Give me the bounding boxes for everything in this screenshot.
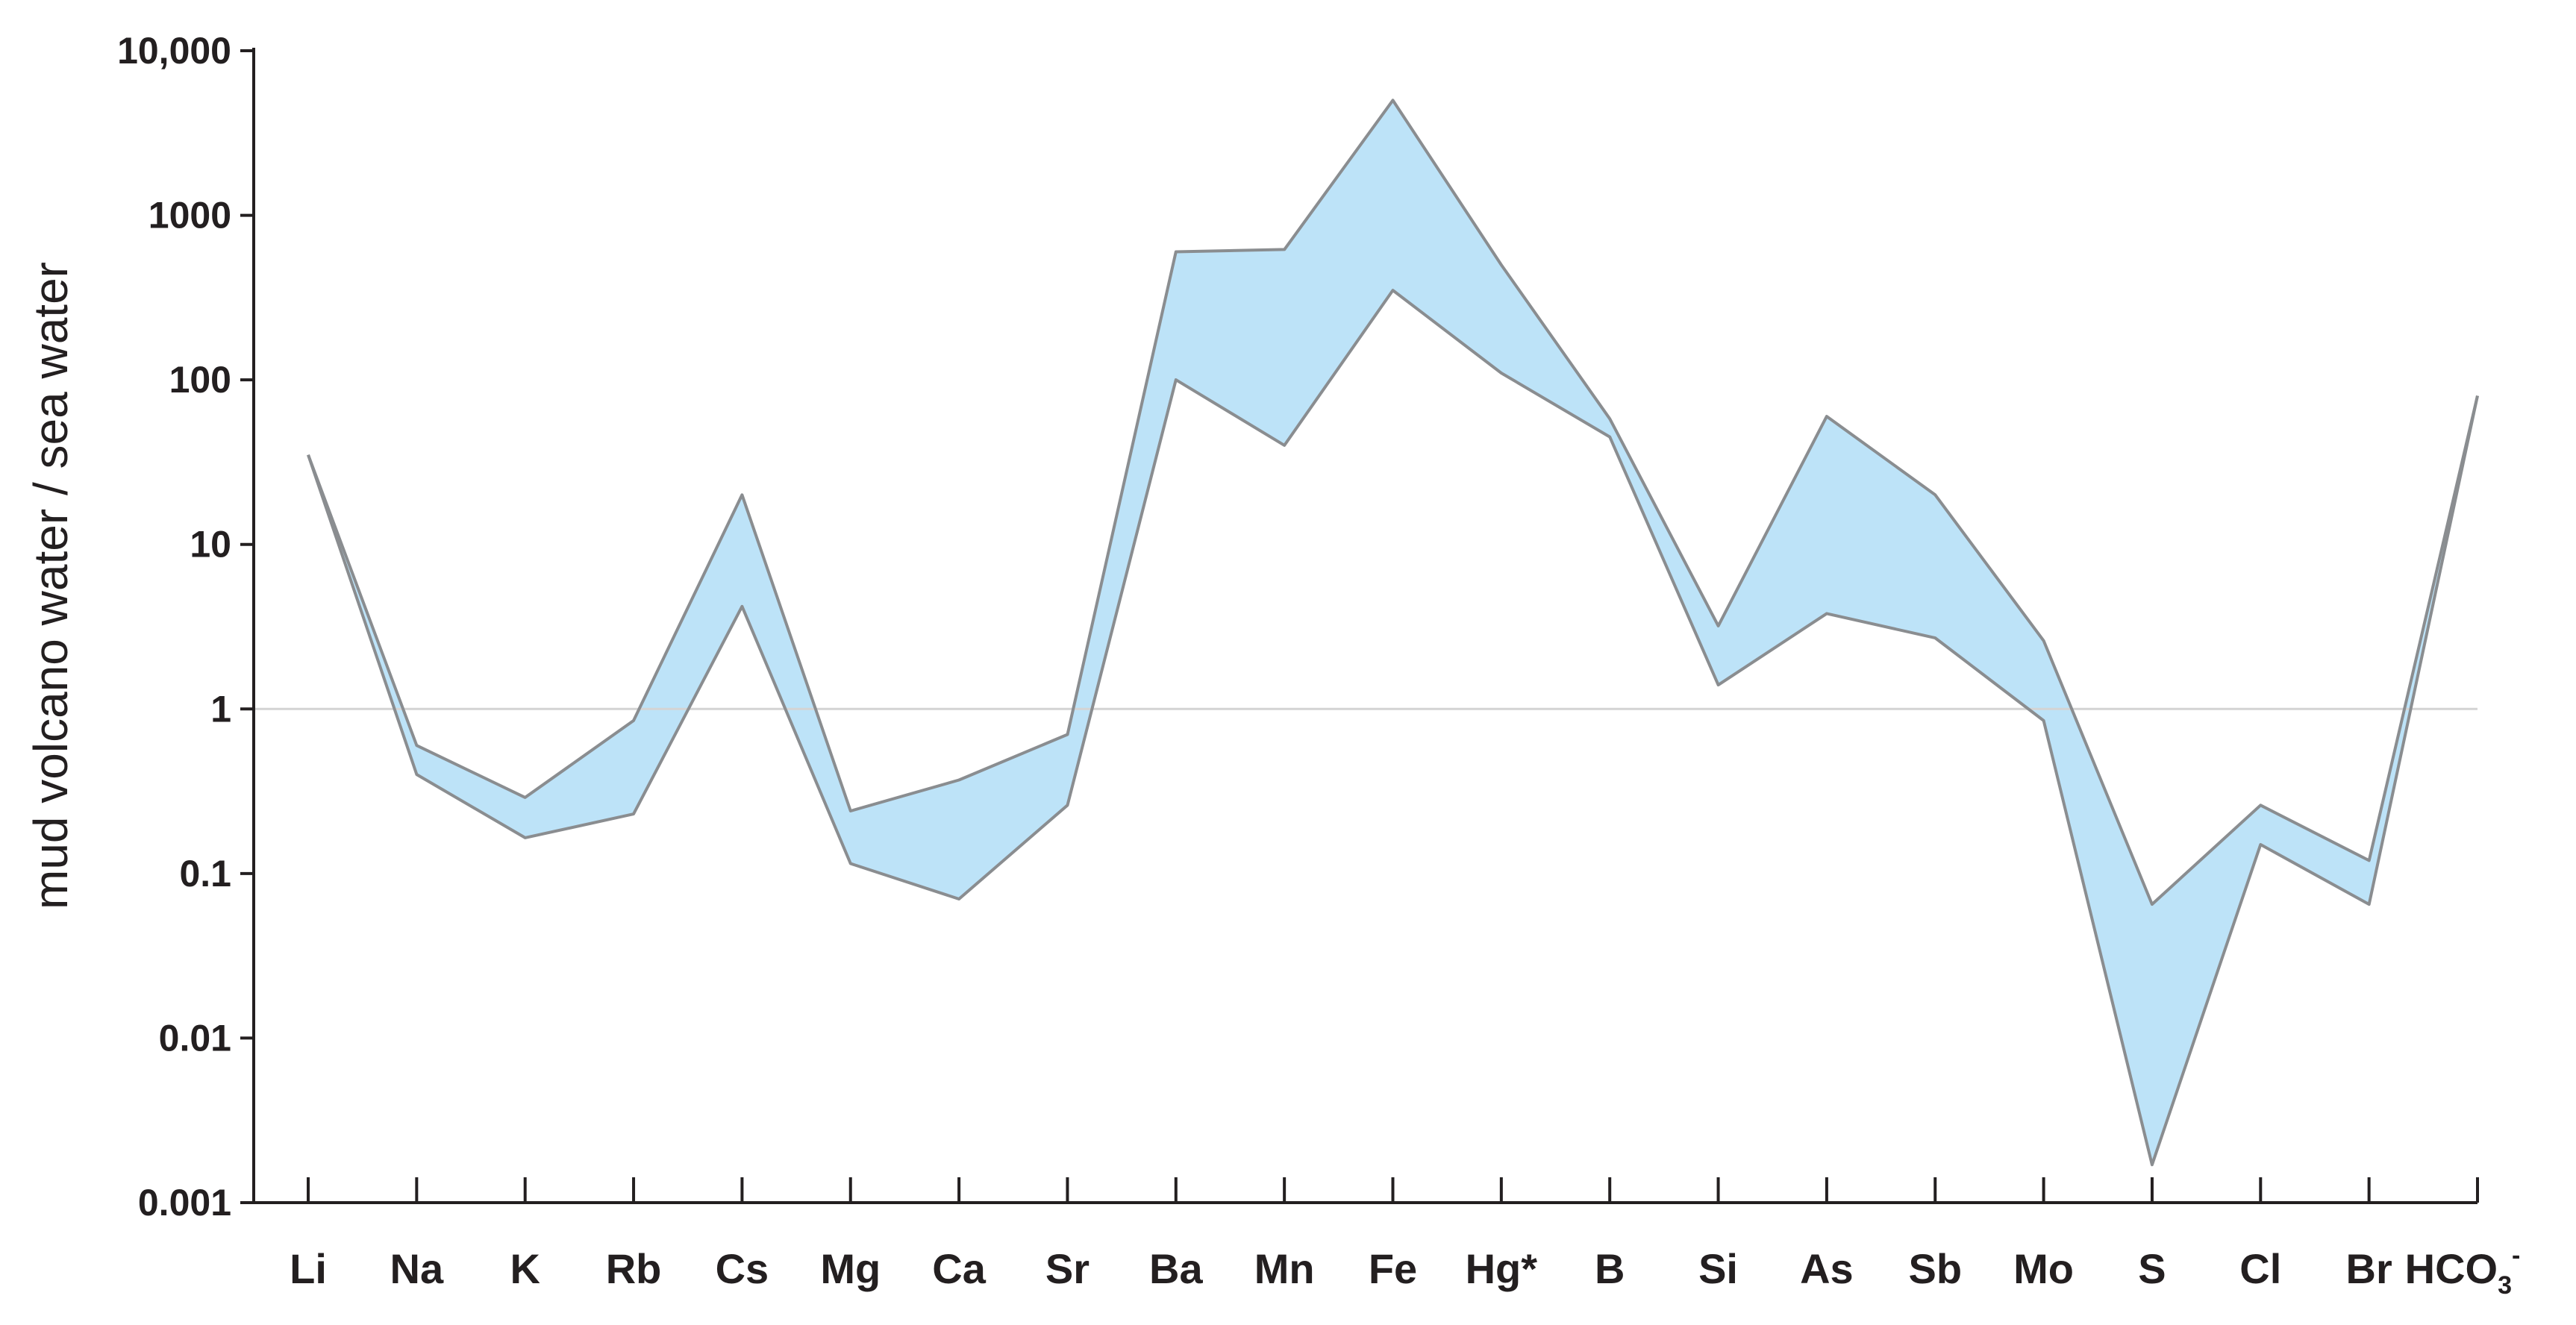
x-ticks: Li Na K Rb Cs Mg Ca Sr Ba Mn Fe Hg* B Si As Sb Mo S Cl Br HC…	[290, 1177, 2520, 1300]
y-axis-label: mud volcano water / sea water	[24, 262, 78, 909]
x-tick-label: Cs	[716, 1245, 769, 1292]
x-tick-label: Mo	[2013, 1245, 2074, 1292]
x-tick-label: Mn	[1254, 1245, 1315, 1292]
x-tick-label: Na	[390, 1245, 444, 1292]
x-tick-label: K	[510, 1245, 540, 1292]
range-band-area	[308, 100, 2477, 1165]
y-tick-label: 1	[210, 688, 231, 730]
y-tick-label: 0.01	[159, 1017, 231, 1059]
y-tick-label: 1000	[149, 195, 231, 237]
x-tick-label: Sb	[1908, 1245, 1962, 1292]
series-lower-line	[307, 289, 2479, 1167]
x-tick-label: Sr	[1045, 1245, 1090, 1292]
x-tick-label: Si	[1698, 1245, 1738, 1292]
y-tick-label: 10,000	[117, 30, 231, 72]
y-tick-label: 100	[169, 359, 231, 401]
y-tick-label: 10	[190, 524, 231, 566]
y-tick-label: 0.1	[179, 853, 231, 895]
range-band	[308, 100, 2477, 1165]
x-tick-label: As	[1800, 1245, 1854, 1292]
x-tick-label: B	[1595, 1245, 1625, 1292]
x-tick-label: Fe	[1369, 1245, 1417, 1292]
x-tick-label: HCO3-	[2405, 1241, 2521, 1300]
x-tick-label: Mg	[820, 1245, 881, 1292]
x-tick-label: Rb	[606, 1245, 662, 1292]
y-tick-label: 0.001	[138, 1182, 231, 1224]
x-tick-label: S	[2138, 1245, 2166, 1292]
series-upper-line	[307, 98, 2479, 906]
x-tick-label: Ba	[1149, 1245, 1203, 1292]
x-tick-label: Br	[2346, 1245, 2392, 1292]
x-tick-label: Hg*	[1466, 1245, 1538, 1292]
x-tick-label: Cl	[2239, 1245, 2281, 1292]
y-ticks: 10,000 1000 100 10 1 0.1 0.01 0.001	[117, 30, 254, 1224]
x-tick-label: Ca	[932, 1245, 986, 1292]
x-tick-label: Li	[290, 1245, 327, 1292]
band-edges	[307, 98, 2479, 1167]
